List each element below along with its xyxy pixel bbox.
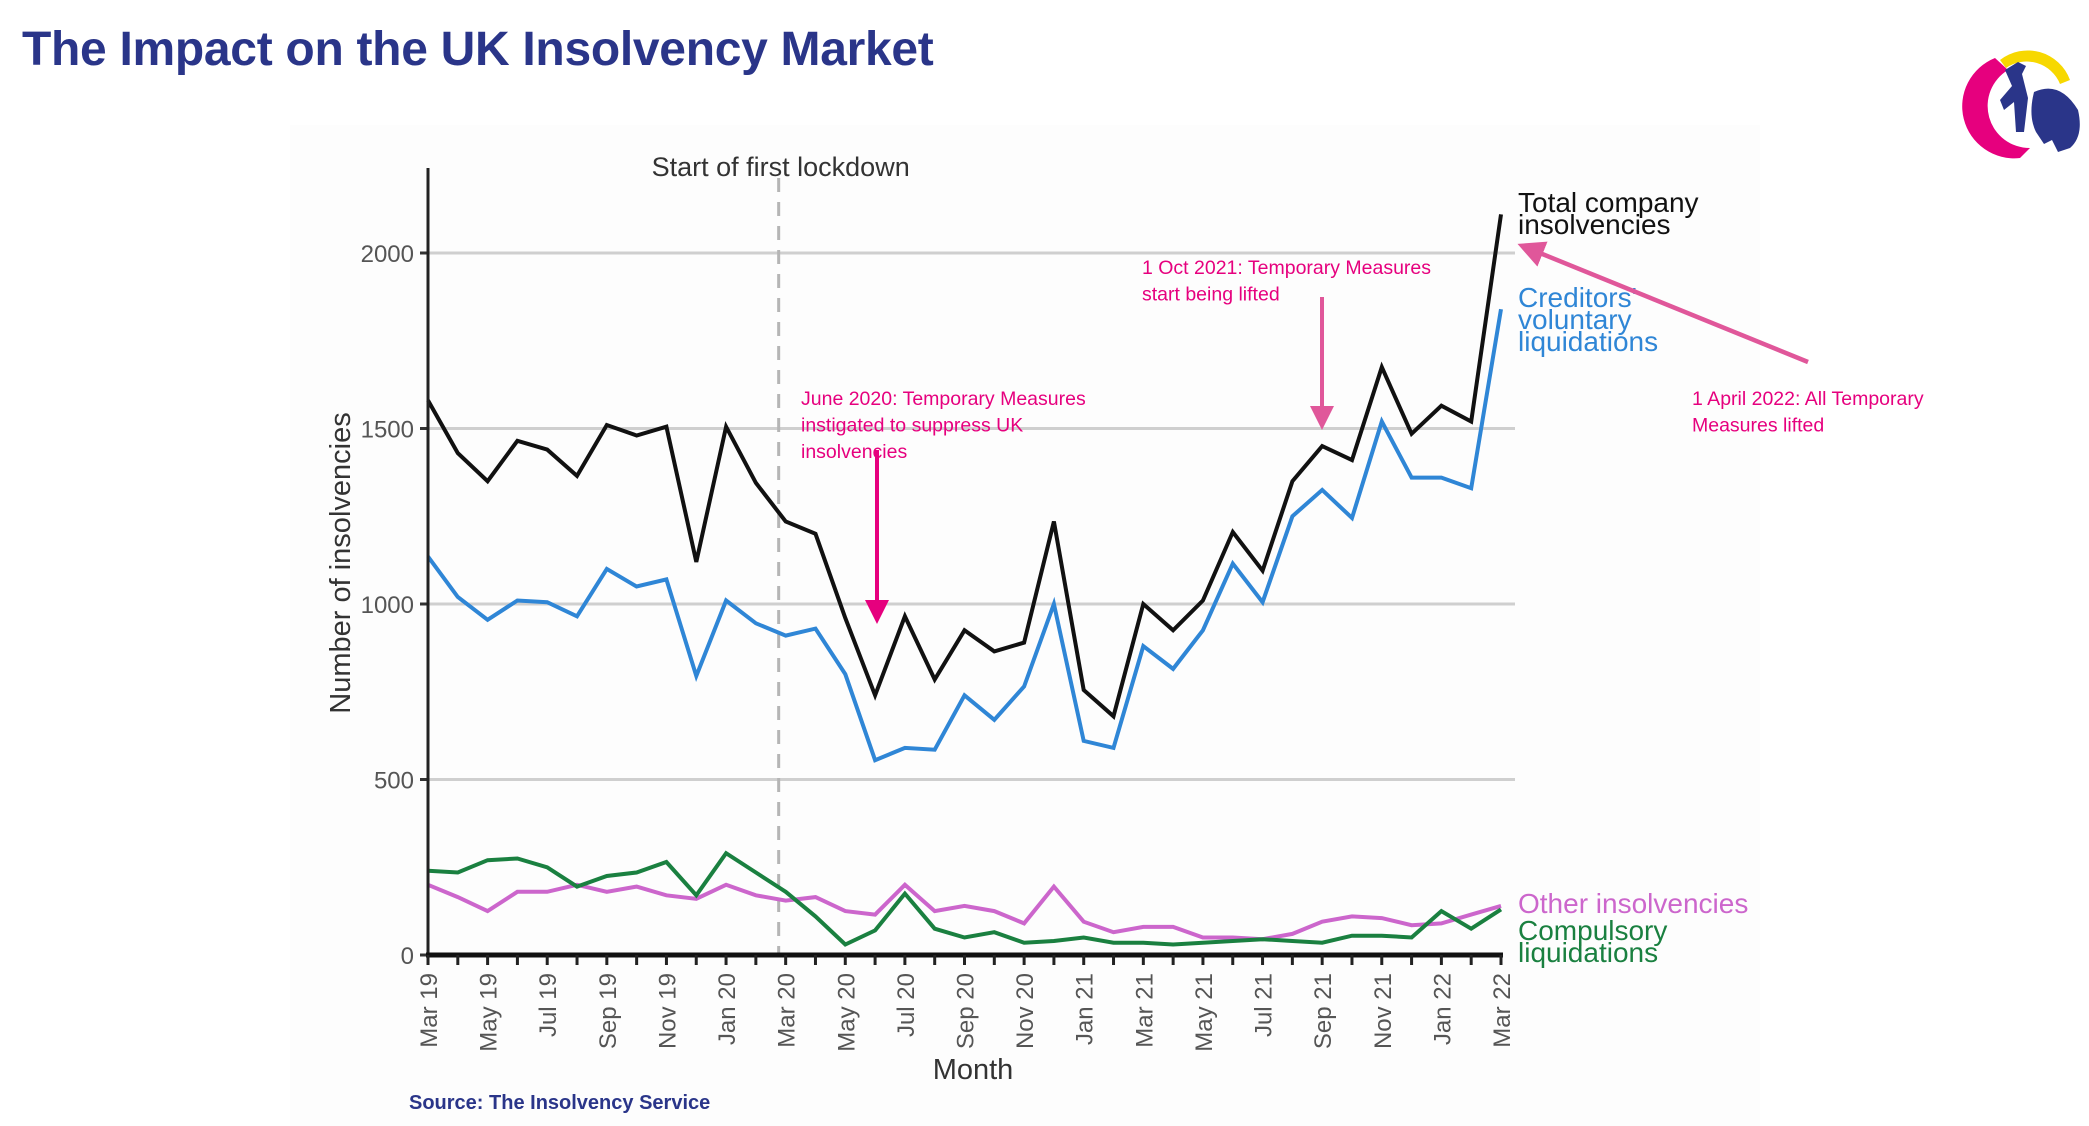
x-tick-label: Mar 19 [416, 973, 443, 1048]
series-line-total-company-insolvencies [426, 214, 1503, 720]
x-tick-label: Jul 21 [1251, 973, 1278, 1037]
x-tick-label: Jan 22 [1429, 973, 1456, 1045]
series-label: liquidations [1518, 937, 1658, 968]
series-label: insolvencies [1518, 209, 1671, 240]
annotation-text: June 2020: Temporary Measures [801, 388, 1086, 410]
annotation-oct-2021: 1 Oct 2021: Temporary Measures start bein… [1142, 257, 1431, 430]
series-label: Total company [1518, 187, 1699, 218]
y-tick-label: 2000 [361, 241, 414, 268]
company-logo [1962, 50, 2080, 159]
y-tick-label: 500 [374, 768, 414, 795]
series-label: liquidations [1518, 326, 1658, 357]
x-tick-label: Jul 19 [535, 973, 562, 1037]
annotation-text: 1 April 2022: All Temporary [1692, 388, 1924, 410]
x-tick-label: Nov 19 [654, 973, 681, 1049]
logo-magenta-crescent [1962, 58, 2030, 159]
x-tick-label: Jan 20 [714, 973, 741, 1045]
lockdown-reference-label: Start of first lockdown [652, 152, 910, 182]
series-label: voluntary [1518, 304, 1632, 335]
annotation-apr-2022: 1 April 2022: All Temporary Measures lift… [1517, 241, 1924, 437]
series-line-other-insolvencies [427, 882, 1502, 942]
x-tick-label: May 19 [476, 973, 503, 1052]
logo-matador-figure [2000, 62, 2028, 132]
y-tick-label: 1000 [361, 592, 414, 619]
x-tick-label: Jan 21 [1072, 973, 1099, 1045]
series-layer [426, 214, 1503, 947]
x-tick-label: May 21 [1191, 973, 1218, 1052]
y-tick-label: 0 [401, 943, 414, 970]
series-label: Compulsory [1518, 915, 1667, 946]
y-axis-title: Number of insolvencies [325, 412, 357, 713]
x-axis-title: Month [933, 1054, 1014, 1086]
page-title: The Impact on the UK Insolvency Market [22, 23, 934, 76]
x-tick-label: Jul 20 [893, 973, 920, 1037]
x-tick-label: May 20 [833, 973, 860, 1052]
x-tick-label: Sep 20 [953, 973, 980, 1049]
x-tick-label: Sep 19 [595, 973, 622, 1049]
annotation-text: Measures lifted [1692, 415, 1824, 437]
logo-bull-figure [2031, 88, 2080, 152]
x-tick-label: Nov 20 [1012, 973, 1039, 1049]
logo-yellow-arc [2000, 50, 2070, 84]
series-label: Creditors' [1518, 282, 1637, 313]
y-tick-label: 1500 [361, 417, 414, 444]
annotation-text: instigated to suppress UK [801, 415, 1023, 437]
annotation-text: insolvencies [801, 441, 907, 463]
annotation-text: 1 Oct 2021: Temporary Measures [1142, 257, 1431, 279]
x-tick-label: Mar 22 [1489, 973, 1516, 1048]
x-tick-label: Mar 20 [774, 973, 801, 1048]
x-tick-label: Nov 21 [1370, 973, 1397, 1049]
series-line-compulsory-liquidations [427, 850, 1503, 947]
annotations: June 2020: Temporary Measures instigated … [801, 241, 1924, 624]
annotation-arrow [1517, 241, 1809, 365]
series-label: Other insolvencies [1518, 888, 1748, 919]
reference-line-layer: Start of first lockdown [652, 152, 910, 955]
x-tick-label: Mar 21 [1131, 973, 1158, 1048]
x-tick-label: Sep 21 [1310, 973, 1337, 1049]
annotation-june-2020: June 2020: Temporary Measures instigated … [801, 388, 1086, 624]
series-line-creditors-voluntary-liquidations [426, 308, 1503, 763]
source-note: Source: The Insolvency Service [409, 1092, 711, 1114]
annotation-text: start being lifted [1142, 284, 1280, 306]
axes: 0 500 1000 1500 2000 Mar 19 May 19 Jul 19 Sep 19… [325, 168, 1516, 1086]
